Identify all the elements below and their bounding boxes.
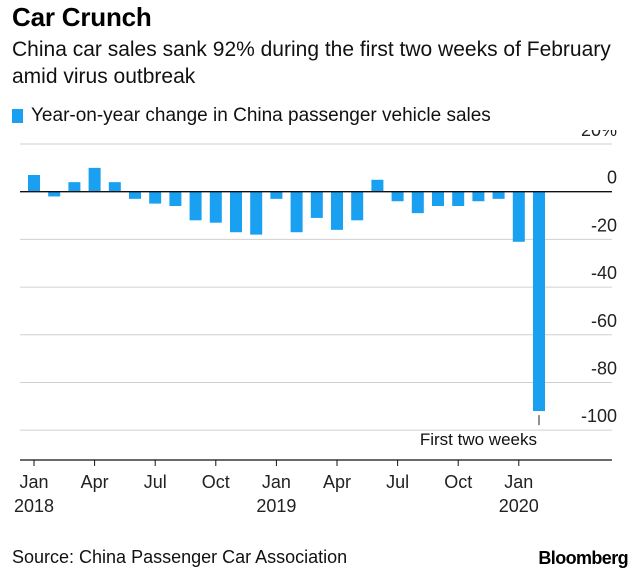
bar xyxy=(290,191,303,233)
y-tick-label: -40 xyxy=(591,263,617,283)
bar xyxy=(68,182,81,192)
bar xyxy=(88,167,101,192)
y-tick-label: 0 xyxy=(607,168,617,188)
bar xyxy=(129,191,141,199)
bar xyxy=(331,191,343,230)
bar-chart: 20% 0 -20 -40 -60 -80 -100 First two weeks Jan 20… xyxy=(14,130,617,516)
bar xyxy=(351,191,364,221)
bar xyxy=(371,179,384,192)
legend-swatch xyxy=(12,109,23,123)
bar xyxy=(169,191,182,206)
x-tick-label: Apr xyxy=(323,472,351,492)
legend-label: Year-on-year change in China passenger v… xyxy=(31,105,491,126)
x-tick-year: 2018 xyxy=(14,496,54,516)
source-note: Source: China Passenger Car Association xyxy=(12,547,348,567)
bar xyxy=(411,191,424,214)
y-tick-label: -100 xyxy=(581,406,617,426)
bar xyxy=(512,191,525,242)
x-tick-label: Oct xyxy=(444,472,472,492)
legend: Year-on-year change in China passenger v… xyxy=(12,104,491,128)
bar xyxy=(492,191,505,199)
bar xyxy=(250,191,263,235)
x-tick-year: 2020 xyxy=(499,496,539,516)
x-tick-label: Jul xyxy=(386,472,409,492)
bar xyxy=(270,191,283,199)
y-tick-label: -80 xyxy=(591,358,617,378)
bar xyxy=(533,191,545,412)
bar xyxy=(189,191,202,221)
bar xyxy=(230,191,242,233)
annotation-label: First two weeks xyxy=(420,430,537,449)
bar xyxy=(149,191,162,204)
x-tick-label: Jan xyxy=(504,472,533,492)
x-tick-label: Jan xyxy=(262,472,291,492)
bloomberg-logo: Bloomberg xyxy=(538,548,628,568)
bar xyxy=(472,191,485,202)
x-tick-label: Jan xyxy=(19,472,48,492)
bar xyxy=(209,191,222,223)
chart-title: Car Crunch xyxy=(12,2,152,32)
x-tick-year: 2019 xyxy=(256,496,296,516)
bar xyxy=(48,191,61,197)
y-tick-label: 20% xyxy=(581,130,617,140)
bar xyxy=(310,191,323,218)
x-tick-label: Apr xyxy=(81,472,109,492)
y-tick-label: -60 xyxy=(591,311,617,331)
x-tick-label: Jul xyxy=(144,472,167,492)
y-tick-label: -20 xyxy=(591,215,617,235)
bar xyxy=(452,191,465,206)
x-tick-label: Oct xyxy=(202,472,230,492)
bar xyxy=(28,175,40,192)
chart-subtitle: China car sales sank 92% during the firs… xyxy=(12,38,611,88)
bar xyxy=(432,191,444,206)
bar xyxy=(108,182,121,192)
bar xyxy=(391,191,404,202)
